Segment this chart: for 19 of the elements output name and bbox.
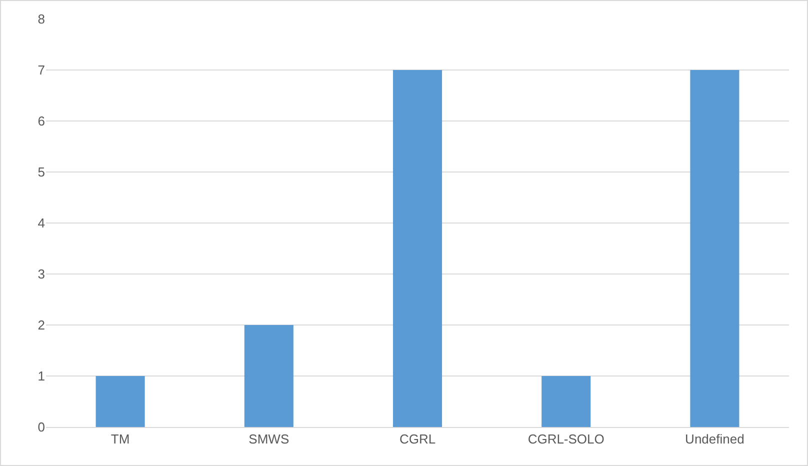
- x-tick-label: TM: [110, 432, 130, 447]
- y-tick-label: 4: [38, 216, 45, 231]
- y-tick-label: 7: [38, 62, 45, 78]
- x-tick-label: SMWS: [248, 432, 290, 447]
- y-tick-label: 0: [38, 420, 45, 435]
- bar: [96, 376, 145, 427]
- y-tick-label: 5: [38, 164, 45, 180]
- x-tick-label: Undefined: [685, 432, 744, 447]
- y-tick-label: 3: [38, 266, 45, 282]
- x-tick-label: CGRL-SOLO: [528, 432, 604, 447]
- bar: [542, 376, 591, 427]
- bar: [690, 70, 740, 427]
- y-tick-label: 2: [38, 318, 45, 333]
- bar: [244, 325, 294, 427]
- x-tick-label: CGRL: [399, 432, 436, 447]
- y-tick-label: 1: [38, 368, 45, 384]
- y-tick-label: 8: [38, 12, 45, 27]
- y-tick-label: 6: [38, 114, 45, 129]
- bar: [392, 70, 442, 427]
